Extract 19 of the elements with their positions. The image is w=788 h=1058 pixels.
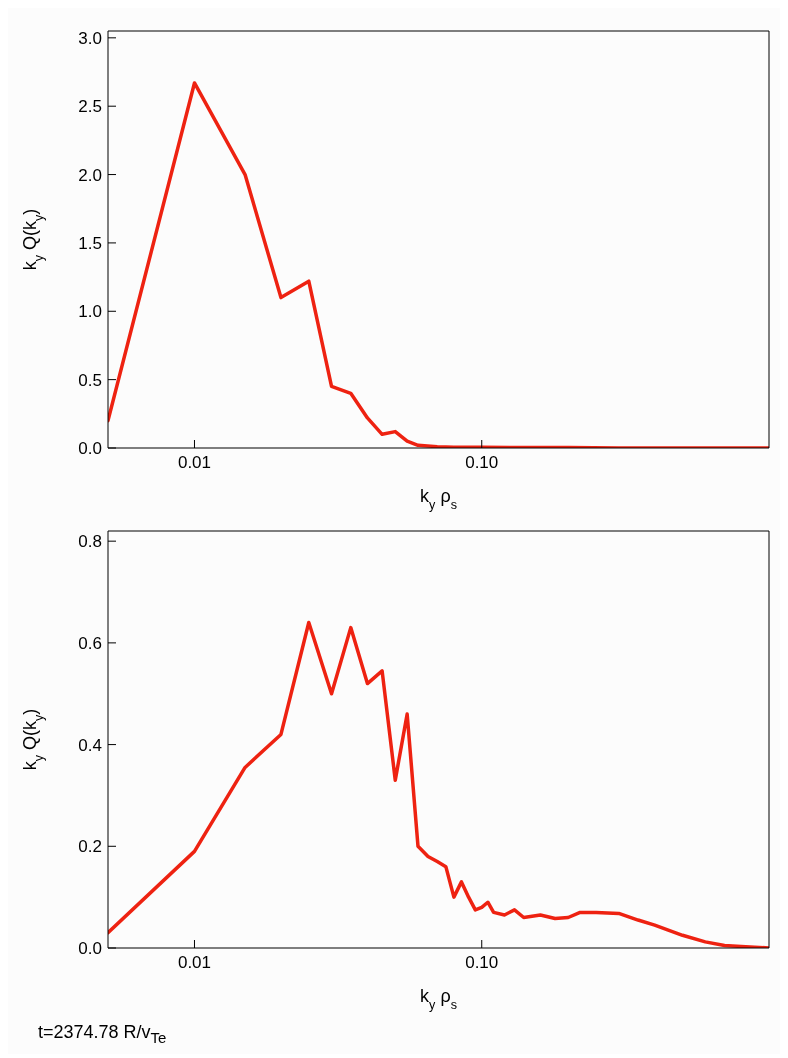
y-tick-label: 0.0 [78, 939, 102, 959]
y-tick-label: 1.0 [78, 302, 102, 322]
y-tick-label: 0.0 [78, 439, 102, 459]
y-tick-label: 2.0 [78, 165, 102, 185]
y-tick-label: 0.2 [78, 837, 102, 857]
x-axis-title: k$_{y}$ ρ$_{s}$ [420, 486, 457, 512]
y-tick-label: 0.5 [78, 370, 102, 390]
y-tick-label: 0.4 [78, 735, 102, 755]
x-tick-label: 0.10 [465, 953, 499, 973]
x-axis-title: k$_{y}$ ρ$_{s}$ [420, 986, 457, 1012]
y-tick-label: 0.6 [78, 633, 102, 653]
x-tick-label: 0.10 [465, 453, 499, 473]
text: t=2374.78 R/v$_{Te}$ [38, 1022, 167, 1046]
x-tick-label: 0.01 [177, 953, 212, 973]
y-tick-label: 1.5 [78, 233, 102, 253]
y-tick-label: 0.8 [78, 532, 102, 552]
x-tick-label: 0.01 [177, 453, 212, 473]
y-tick-label: 3.0 [78, 28, 102, 48]
y-tick-label: 2.5 [78, 97, 102, 117]
